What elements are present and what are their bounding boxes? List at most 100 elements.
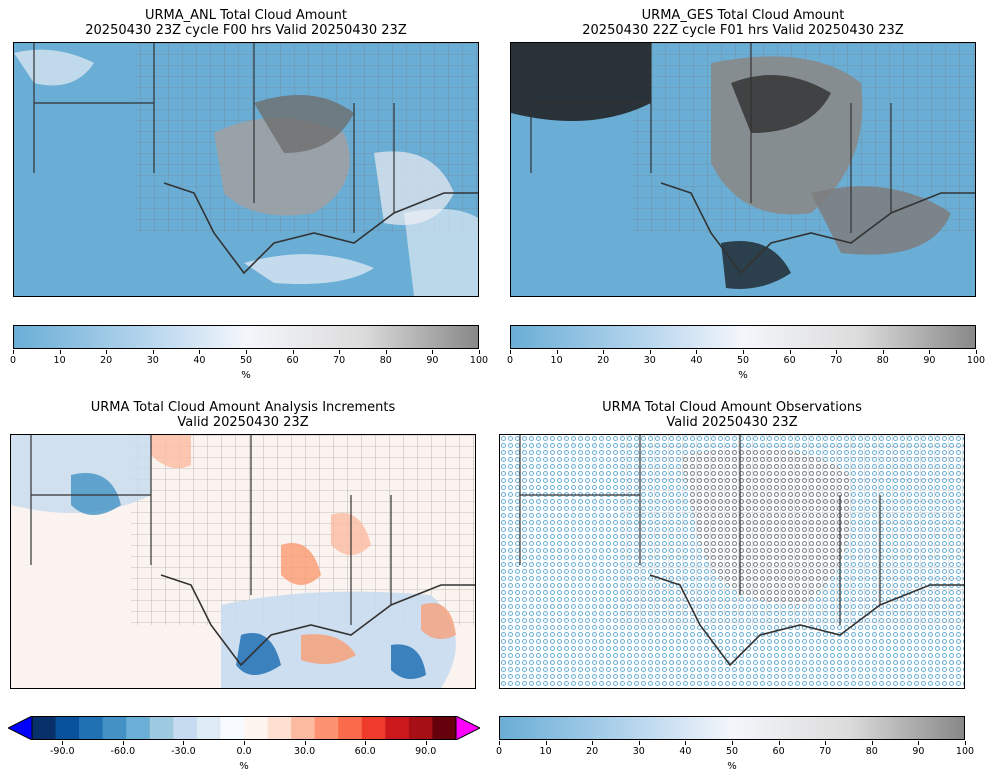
tick-label: 10: [53, 355, 66, 366]
tick-label: 70: [819, 746, 832, 757]
colorbar-band: [291, 716, 316, 740]
tick-mark: [882, 350, 884, 354]
colorbar-unit-label: %: [727, 761, 737, 772]
tick-mark: [789, 350, 791, 354]
tick-mark: [649, 350, 651, 354]
panel-title-anl: URMA_ANL Total Cloud Amount 20250430 23Z …: [13, 8, 479, 38]
map-ges: [510, 42, 976, 297]
tick-mark: [59, 350, 61, 354]
tick-label: 20: [586, 746, 599, 757]
tick-label: 90.0: [415, 746, 437, 757]
tick-label: 0: [9, 355, 17, 366]
tick-mark: [836, 350, 838, 354]
tick-mark: [292, 350, 294, 354]
title-line1: URMA_ANL Total Cloud Amount: [145, 8, 347, 23]
tick-label: -60.0: [110, 746, 136, 757]
tick-label: 50: [736, 355, 750, 366]
tick-label: 90: [426, 355, 439, 366]
tick-mark: [246, 350, 247, 354]
colorbar-band: [361, 716, 386, 740]
tick-label: -30.0: [171, 746, 196, 757]
colorbar-band: [32, 716, 57, 740]
tick-label: 30: [632, 746, 645, 757]
tick-mark: [339, 350, 341, 354]
tick-label: 20: [100, 355, 113, 366]
tick-mark: [918, 741, 920, 745]
colorbar-band: [149, 716, 174, 740]
tick-label: 0.0: [236, 746, 252, 757]
tick-mark: [13, 350, 14, 354]
tick-label: 80: [379, 355, 392, 366]
tick-mark: [603, 350, 605, 354]
tick-mark: [365, 741, 367, 745]
tick-mark: [976, 350, 977, 354]
tick-mark: [244, 741, 245, 745]
colorbar-band: [102, 716, 127, 740]
tick-label: -90.0: [49, 746, 75, 757]
tick-mark: [510, 350, 511, 354]
tick-mark: [965, 741, 966, 745]
title-line1: URMA Total Cloud Amount Observations: [602, 400, 862, 415]
colorbar-band: [196, 716, 221, 740]
tick-mark: [696, 350, 698, 354]
tick-label: 50: [239, 355, 253, 366]
tick-mark: [122, 741, 124, 745]
tick-label: 20: [597, 355, 610, 366]
colorbar-band: [385, 716, 410, 740]
title-line2: 20250430 23Z cycle F00 hrs Valid 2025043…: [85, 23, 407, 38]
tick-mark: [929, 350, 931, 354]
tick-label: 0: [506, 355, 514, 366]
title-line2: Valid 20250430 23Z: [666, 415, 798, 430]
colorbar-unit-label: %: [738, 370, 748, 381]
tick-mark: [638, 741, 640, 745]
title-line1: URMA_GES Total Cloud Amount: [641, 8, 845, 23]
tick-mark: [778, 741, 780, 745]
title-line2: Valid 20250430 23Z: [177, 415, 309, 430]
tick-label: 60: [286, 355, 299, 366]
tick-label: 60.0: [354, 746, 376, 757]
tick-mark: [304, 741, 306, 745]
colorbar-band: [408, 716, 433, 740]
colorbar-band: [432, 716, 457, 740]
tick-mark: [732, 741, 733, 745]
tick-mark: [871, 741, 873, 745]
tick-label: 80: [876, 355, 889, 366]
colorbar-band: [338, 716, 363, 740]
tick-label: 30.0: [293, 746, 316, 757]
tick-label: 100: [469, 355, 489, 366]
map-observations: [499, 434, 965, 689]
tick-mark: [183, 741, 185, 745]
panel-title-observations: URMA Total Cloud Amount Observations Vali…: [499, 400, 965, 430]
colorbar-band: [55, 716, 80, 740]
tick-mark: [556, 350, 558, 354]
title-line1: URMA Total Cloud Amount Analysis Increme…: [90, 400, 396, 415]
panel-title-ges: URMA_GES Total Cloud Amount 20250430 22Z …: [510, 8, 976, 38]
tick-mark: [152, 350, 154, 354]
tick-mark: [499, 741, 500, 745]
tick-mark: [825, 741, 827, 745]
tick-label: 30: [146, 355, 159, 366]
tick-label: 10: [539, 746, 552, 757]
title-line2: 20250430 22Z cycle F01 hrs Valid 2025043…: [582, 23, 904, 38]
tick-label: 80: [865, 746, 878, 757]
tick-mark: [685, 741, 687, 745]
tick-label: 60: [783, 355, 796, 366]
tick-mark: [425, 741, 427, 745]
tick-mark: [62, 741, 64, 745]
tick-label: 100: [955, 746, 975, 757]
tick-label: 70: [830, 355, 843, 366]
tick-label: 60: [772, 746, 785, 757]
colorbar-increments: [8, 716, 480, 740]
colorbar-band: [220, 716, 245, 740]
tick-mark: [592, 741, 594, 745]
tick-mark: [199, 350, 201, 354]
panel-title-increments: URMA Total Cloud Amount Analysis Increme…: [10, 400, 476, 430]
tick-label: 90: [923, 355, 936, 366]
tick-label: 70: [333, 355, 346, 366]
tick-mark: [479, 350, 480, 354]
colorbar-unit-label: %: [241, 370, 251, 381]
colorbar-observations: [499, 716, 965, 740]
colorbar-band: [244, 716, 269, 740]
colorbar-band: [173, 716, 198, 740]
tick-label: 30: [643, 355, 656, 366]
